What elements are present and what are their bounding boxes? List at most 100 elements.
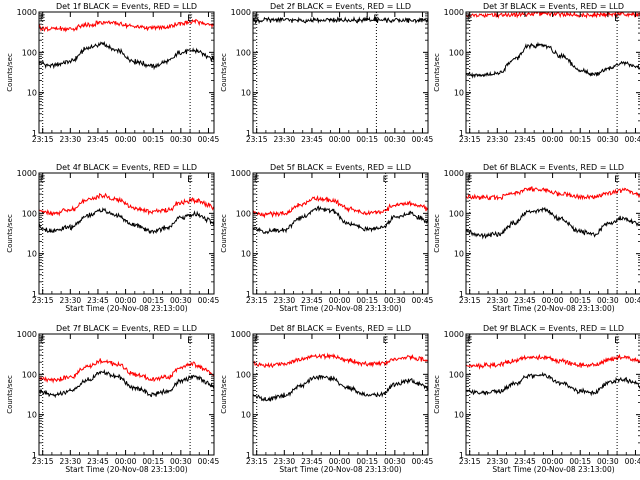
- marker-label: E: [254, 175, 260, 185]
- detector-panel: Det 4f BLACK = Events, RED = LLD Counts/s…: [6, 163, 220, 313]
- y-tick-label: 10: [27, 250, 37, 259]
- x-tick-label: 23:15: [459, 296, 481, 305]
- x-tick-label: 23:45: [87, 135, 109, 144]
- x-tick-label: 00:00: [115, 457, 137, 466]
- y-tick-label: 1: [32, 129, 37, 138]
- x-tick-label: 23:15: [32, 457, 54, 466]
- x-axis-label: Start Time (20-Nov-08 23:13:00): [279, 465, 401, 474]
- x-tick-label: 00:00: [329, 296, 351, 305]
- panel-traces: [253, 352, 428, 402]
- detector-panel: Det 1f BLACK = Events, RED = LLD Counts/s…: [6, 2, 220, 144]
- panel-title: Det 3f BLACK = Events, RED = LLD: [483, 2, 624, 11]
- x-tick-label: 23:15: [459, 135, 481, 144]
- y-tick-label: 100: [236, 48, 251, 57]
- y-tick-label: 1: [459, 129, 464, 138]
- panel-title: Det 9f BLACK = Events, RED = LLD: [483, 324, 624, 333]
- events-trace: [253, 16, 428, 25]
- lld-trace: [466, 353, 640, 370]
- x-tick-label: 00:00: [329, 135, 351, 144]
- y-tick-label: 10: [454, 89, 464, 98]
- marker-label: E: [467, 175, 473, 185]
- x-tick-label: 23:45: [301, 296, 323, 305]
- y-tick-label: 100: [449, 48, 464, 57]
- y-axis-label: Counts/sec: [220, 375, 228, 414]
- detector-panel: Det 5f BLACK = Events, RED = LLD Counts/s…: [220, 163, 434, 313]
- x-tick-label: 23:30: [274, 457, 296, 466]
- x-tick-label: 23:45: [301, 457, 323, 466]
- x-tick-label: 00:45: [625, 135, 640, 144]
- x-tick-label: 00:30: [384, 296, 406, 305]
- x-tick-label: 23:30: [274, 135, 296, 144]
- x-axis-label: Start Time (20-Nov-08 23:13:00): [65, 304, 187, 313]
- marker-label: E: [187, 14, 193, 24]
- y-axis-label: Counts/sec: [433, 53, 441, 92]
- plot-frame: [465, 172, 640, 295]
- plot-frame: [38, 172, 215, 295]
- lld-trace: [253, 194, 428, 219]
- x-tick-label: 00:45: [198, 135, 220, 144]
- x-tick-label: 23:15: [246, 457, 268, 466]
- x-tick-label: 23:45: [87, 457, 109, 466]
- y-axis-label: Counts/sec: [220, 53, 228, 92]
- marker-label: E: [40, 14, 46, 24]
- panel-traces: [253, 16, 428, 25]
- x-tick-label: 00:00: [542, 457, 564, 466]
- x-tick-label: 00:00: [115, 135, 137, 144]
- events-trace: [466, 371, 640, 397]
- x-tick-label: 23:15: [459, 457, 481, 466]
- y-tick-label: 1: [459, 451, 464, 460]
- y-tick-label: 1000: [17, 8, 37, 17]
- y-tick-label: 10: [241, 89, 251, 98]
- panel-traces: [39, 192, 214, 235]
- lld-trace: [253, 352, 428, 369]
- y-axis-label: Counts/sec: [220, 214, 228, 253]
- lld-trace: [39, 358, 214, 384]
- x-tick-label: 00:30: [597, 457, 619, 466]
- marker-label: E: [383, 336, 389, 346]
- marker-label: E: [383, 175, 389, 185]
- marker-label: E: [187, 175, 193, 185]
- lld-trace: [466, 186, 640, 201]
- marker-label: E: [467, 14, 473, 24]
- panel-title: Det 4f BLACK = Events, RED = LLD: [56, 163, 197, 172]
- y-tick-label: 100: [236, 209, 251, 218]
- plot-frame: [38, 333, 215, 456]
- marker-label: E: [187, 336, 193, 346]
- y-axis-label: Counts/sec: [433, 375, 441, 414]
- y-tick-label: 1000: [17, 330, 37, 339]
- lld-trace: [39, 18, 214, 33]
- x-tick-label: 23:45: [301, 135, 323, 144]
- x-tick-label: 23:30: [487, 135, 509, 144]
- detector-panel: Det 2f BLACK = Events, RED = LLD Counts/s…: [220, 2, 434, 144]
- panel-traces: [466, 12, 640, 79]
- panel-title: Det 8f BLACK = Events, RED = LLD: [270, 324, 411, 333]
- y-tick-label: 100: [449, 370, 464, 379]
- panel-traces: [466, 353, 640, 397]
- y-tick-label: 1000: [444, 8, 464, 17]
- x-axis-label: Start Time (20-Nov-08 23:13:00): [279, 304, 401, 313]
- x-tick-label: 00:30: [384, 457, 406, 466]
- events-trace: [466, 206, 640, 240]
- plot-frame: [465, 333, 640, 456]
- x-tick-label: 23:30: [487, 457, 509, 466]
- y-tick-label: 10: [27, 89, 37, 98]
- x-tick-label: 00:15: [356, 135, 378, 144]
- marker-label: E: [373, 14, 379, 24]
- y-tick-label: 1: [246, 129, 251, 138]
- x-tick-label: 00:15: [142, 135, 164, 144]
- x-axis-label: Start Time (20-Nov-08 23:13:00): [65, 465, 187, 474]
- y-tick-label: 10: [454, 411, 464, 420]
- events-trace: [39, 40, 214, 71]
- y-tick-label: 100: [22, 48, 37, 57]
- x-tick-label: 23:30: [60, 135, 82, 144]
- x-tick-label: 00:45: [198, 457, 220, 466]
- panel-traces: [39, 18, 214, 71]
- x-tick-label: 23:45: [87, 296, 109, 305]
- x-tick-label: 00:45: [412, 457, 434, 466]
- x-tick-label: 00:15: [356, 296, 378, 305]
- events-trace: [39, 368, 214, 399]
- y-tick-label: 1000: [444, 169, 464, 178]
- x-tick-label: 00:30: [597, 135, 619, 144]
- y-axis-label: Counts/sec: [6, 53, 14, 92]
- panel-traces: [39, 358, 214, 399]
